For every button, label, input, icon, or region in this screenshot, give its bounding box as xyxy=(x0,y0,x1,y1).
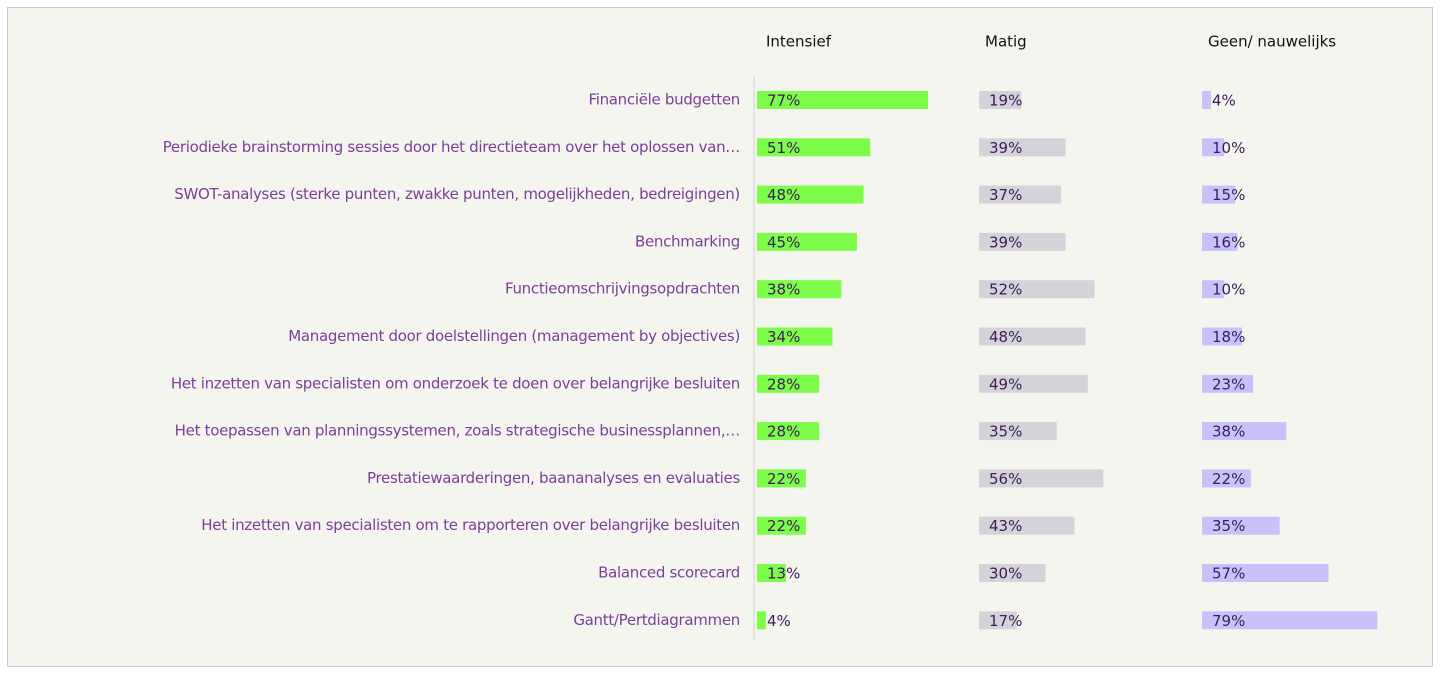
value-label: 48% xyxy=(989,328,1022,346)
bar xyxy=(979,91,1022,109)
bar xyxy=(757,611,766,630)
category-label: Gantt/Pertdiagrammen xyxy=(573,611,740,629)
value-label: 57% xyxy=(1212,565,1245,583)
bar xyxy=(1202,374,1254,393)
bar xyxy=(757,564,786,582)
bar xyxy=(757,516,806,535)
category-label: Het inzetten van specialisten om onderzo… xyxy=(171,374,740,392)
bar xyxy=(757,327,833,346)
value-label: 28% xyxy=(767,375,800,393)
value-label: 45% xyxy=(767,233,800,251)
value-label: 35% xyxy=(1212,517,1245,535)
category-label: Balanced scorecard xyxy=(598,564,740,582)
value-label: 39% xyxy=(989,139,1022,157)
bar xyxy=(1202,469,1251,488)
value-label: 28% xyxy=(767,423,800,441)
category-label: Benchmarking xyxy=(635,232,740,250)
bar xyxy=(1202,516,1280,535)
value-label: 22% xyxy=(767,517,800,535)
value-label: 15% xyxy=(1212,186,1245,204)
bar xyxy=(979,469,1104,488)
bar xyxy=(979,232,1066,251)
category-label: Management door doelstellingen (manageme… xyxy=(288,327,740,345)
bar xyxy=(757,138,871,157)
value-label: 38% xyxy=(1212,423,1245,441)
bar xyxy=(979,422,1057,441)
value-label: 17% xyxy=(989,612,1022,630)
column-header: Geen/ nauwelijks xyxy=(1208,33,1336,51)
value-label: 19% xyxy=(989,92,1022,110)
category-label: Het toepassen van planningssystemen, zoa… xyxy=(175,422,740,440)
bar xyxy=(1202,280,1225,299)
category-label: SWOT-analyses (sterke punten, zwakke pun… xyxy=(174,185,740,203)
bar xyxy=(979,185,1062,204)
value-label: 48% xyxy=(767,186,800,204)
bar xyxy=(1202,327,1242,346)
bar xyxy=(757,185,864,204)
value-label: 23% xyxy=(1212,375,1245,393)
value-label: 34% xyxy=(767,328,800,346)
bar xyxy=(1202,611,1378,630)
value-label: 30% xyxy=(989,565,1022,583)
bar xyxy=(757,374,820,393)
value-label: 22% xyxy=(767,470,800,488)
bar xyxy=(979,564,1046,582)
bar xyxy=(1202,422,1287,441)
bar xyxy=(757,469,806,488)
value-label: 43% xyxy=(989,517,1022,535)
bar xyxy=(979,138,1066,157)
value-label: 79% xyxy=(1212,612,1245,630)
category-label: Prestatiewaarderingen, baananalyses en e… xyxy=(367,469,740,487)
bar xyxy=(979,516,1075,535)
value-label: 77% xyxy=(767,92,800,110)
column-header: Matig xyxy=(985,33,1027,51)
bar xyxy=(979,374,1088,393)
value-label: 13% xyxy=(767,565,800,583)
value-label: 10% xyxy=(1212,139,1245,157)
bar xyxy=(757,280,842,299)
category-label: Financiële budgetten xyxy=(588,91,740,109)
bar xyxy=(1202,91,1211,109)
bar xyxy=(979,611,1017,630)
column-header: Intensief xyxy=(766,33,832,51)
value-label: 39% xyxy=(989,233,1022,251)
value-label: 35% xyxy=(989,423,1022,441)
value-label: 52% xyxy=(989,281,1022,299)
value-label: 18% xyxy=(1212,328,1245,346)
bar xyxy=(1202,185,1236,204)
bar xyxy=(757,422,820,441)
category-label: Het inzetten van specialisten om te rapp… xyxy=(201,516,740,534)
value-label: 4% xyxy=(1212,92,1236,110)
bar xyxy=(979,280,1095,299)
value-label: 51% xyxy=(767,139,800,157)
value-label: 16% xyxy=(1212,233,1245,251)
panel xyxy=(7,7,1433,667)
bar xyxy=(1202,232,1238,251)
bar xyxy=(757,91,928,109)
value-label: 49% xyxy=(989,375,1022,393)
value-label: 10% xyxy=(1212,281,1245,299)
value-label: 38% xyxy=(767,281,800,299)
value-label: 56% xyxy=(989,470,1022,488)
value-label: 22% xyxy=(1212,470,1245,488)
value-label: 4% xyxy=(767,612,791,630)
category-label: Functieomschrijvingsopdrachten xyxy=(505,280,740,298)
bar xyxy=(979,327,1086,346)
bar xyxy=(757,232,857,251)
bar xyxy=(1202,564,1329,582)
category-label: Periodieke brainstorming sessies door he… xyxy=(163,138,740,156)
bar xyxy=(1202,138,1225,157)
value-label: 37% xyxy=(989,186,1022,204)
